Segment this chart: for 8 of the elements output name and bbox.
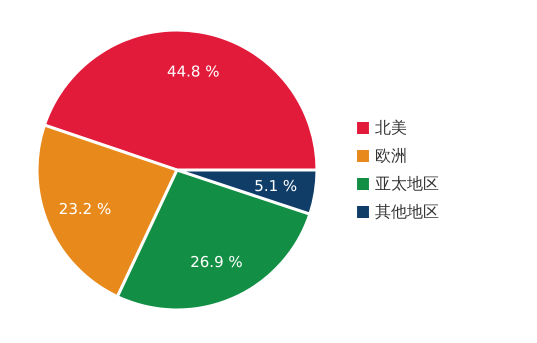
data-label: 44.8 % — [167, 62, 220, 80]
legend-label: 欧洲 — [375, 146, 407, 165]
legend-label: 其他地区 — [375, 202, 439, 221]
data-label: 5.1 % — [254, 176, 298, 195]
legend-label: 亚太地区 — [375, 174, 439, 193]
legend-label: 北美 — [375, 118, 407, 137]
data-label: 23.2 % — [58, 200, 112, 218]
data-label: 26.9 % — [190, 252, 243, 271]
